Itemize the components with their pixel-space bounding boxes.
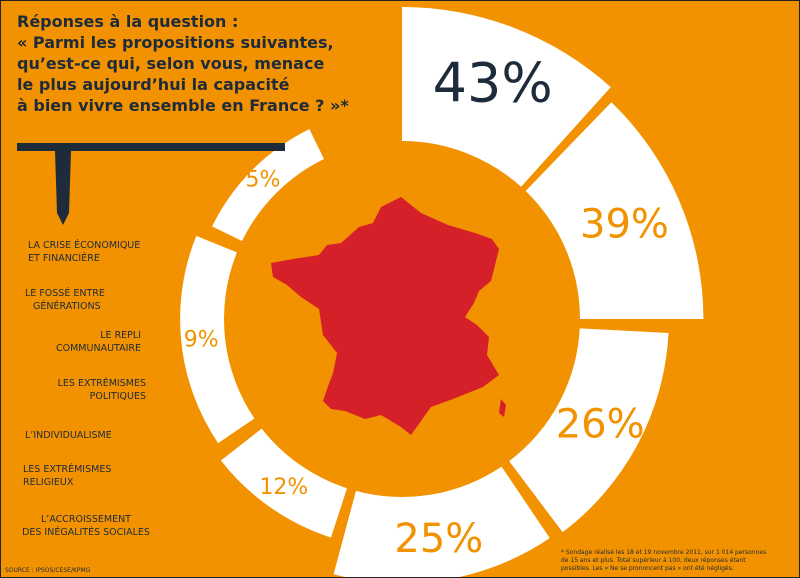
value-label-4: 12%: [259, 475, 308, 500]
category-label: LA CRISE ÉCONOMIQUE ET FINANCIÈRE: [28, 240, 141, 264]
category-label: LE FOSSÉ ENTRE GÉNÉRATIONS: [25, 288, 105, 312]
value-label-3: 25%: [394, 516, 483, 562]
value-label-6: 5%: [246, 167, 281, 192]
category-label: L’INDIVIDUALISME: [25, 430, 112, 441]
segment-6: [212, 129, 324, 241]
question-line: « Parmi les propositions suivantes,: [17, 33, 334, 52]
segment-2: [509, 328, 669, 533]
pointer-graphic: [17, 143, 285, 225]
france-map: [271, 197, 499, 435]
segment-1: [525, 102, 704, 319]
category-label: LES EXTRÉMISMES RELIGIEUX: [23, 464, 112, 488]
question-line: à bien vivre ensemble en France ? »*: [17, 96, 349, 115]
segment-5: [180, 235, 255, 444]
question-text: Réponses à la question : « Parmi les pro…: [17, 11, 349, 116]
value-label-2: 26%: [556, 401, 645, 447]
segment-0: [402, 7, 611, 187]
question-line: le plus aujourd’hui la capacité: [17, 75, 290, 94]
category-label: LES EXTRÉMISMES POLITIQUES: [57, 378, 146, 402]
category-label: L’ACCROISSEMENT DES INÉGALITÉS SOCIALES: [22, 514, 150, 538]
value-label-5: 9%: [184, 328, 219, 353]
segment-3: [333, 466, 550, 577]
corsica: [499, 399, 506, 417]
question-line: Réponses à la question :: [17, 12, 239, 31]
question-line: qu’est-ce qui, selon vous, menace: [17, 54, 325, 73]
footnote: * Sondage réalisé les 18 et 19 novembre …: [561, 549, 767, 572]
value-label-0: 43%: [433, 51, 553, 114]
source-text: SOURCE : IPSOS/CESE/KPMG: [5, 567, 91, 574]
category-label: LE REPLI COMMUNAUTAIRE: [56, 330, 141, 354]
value-label-1: 39%: [580, 202, 669, 248]
segment-4: [220, 428, 347, 538]
